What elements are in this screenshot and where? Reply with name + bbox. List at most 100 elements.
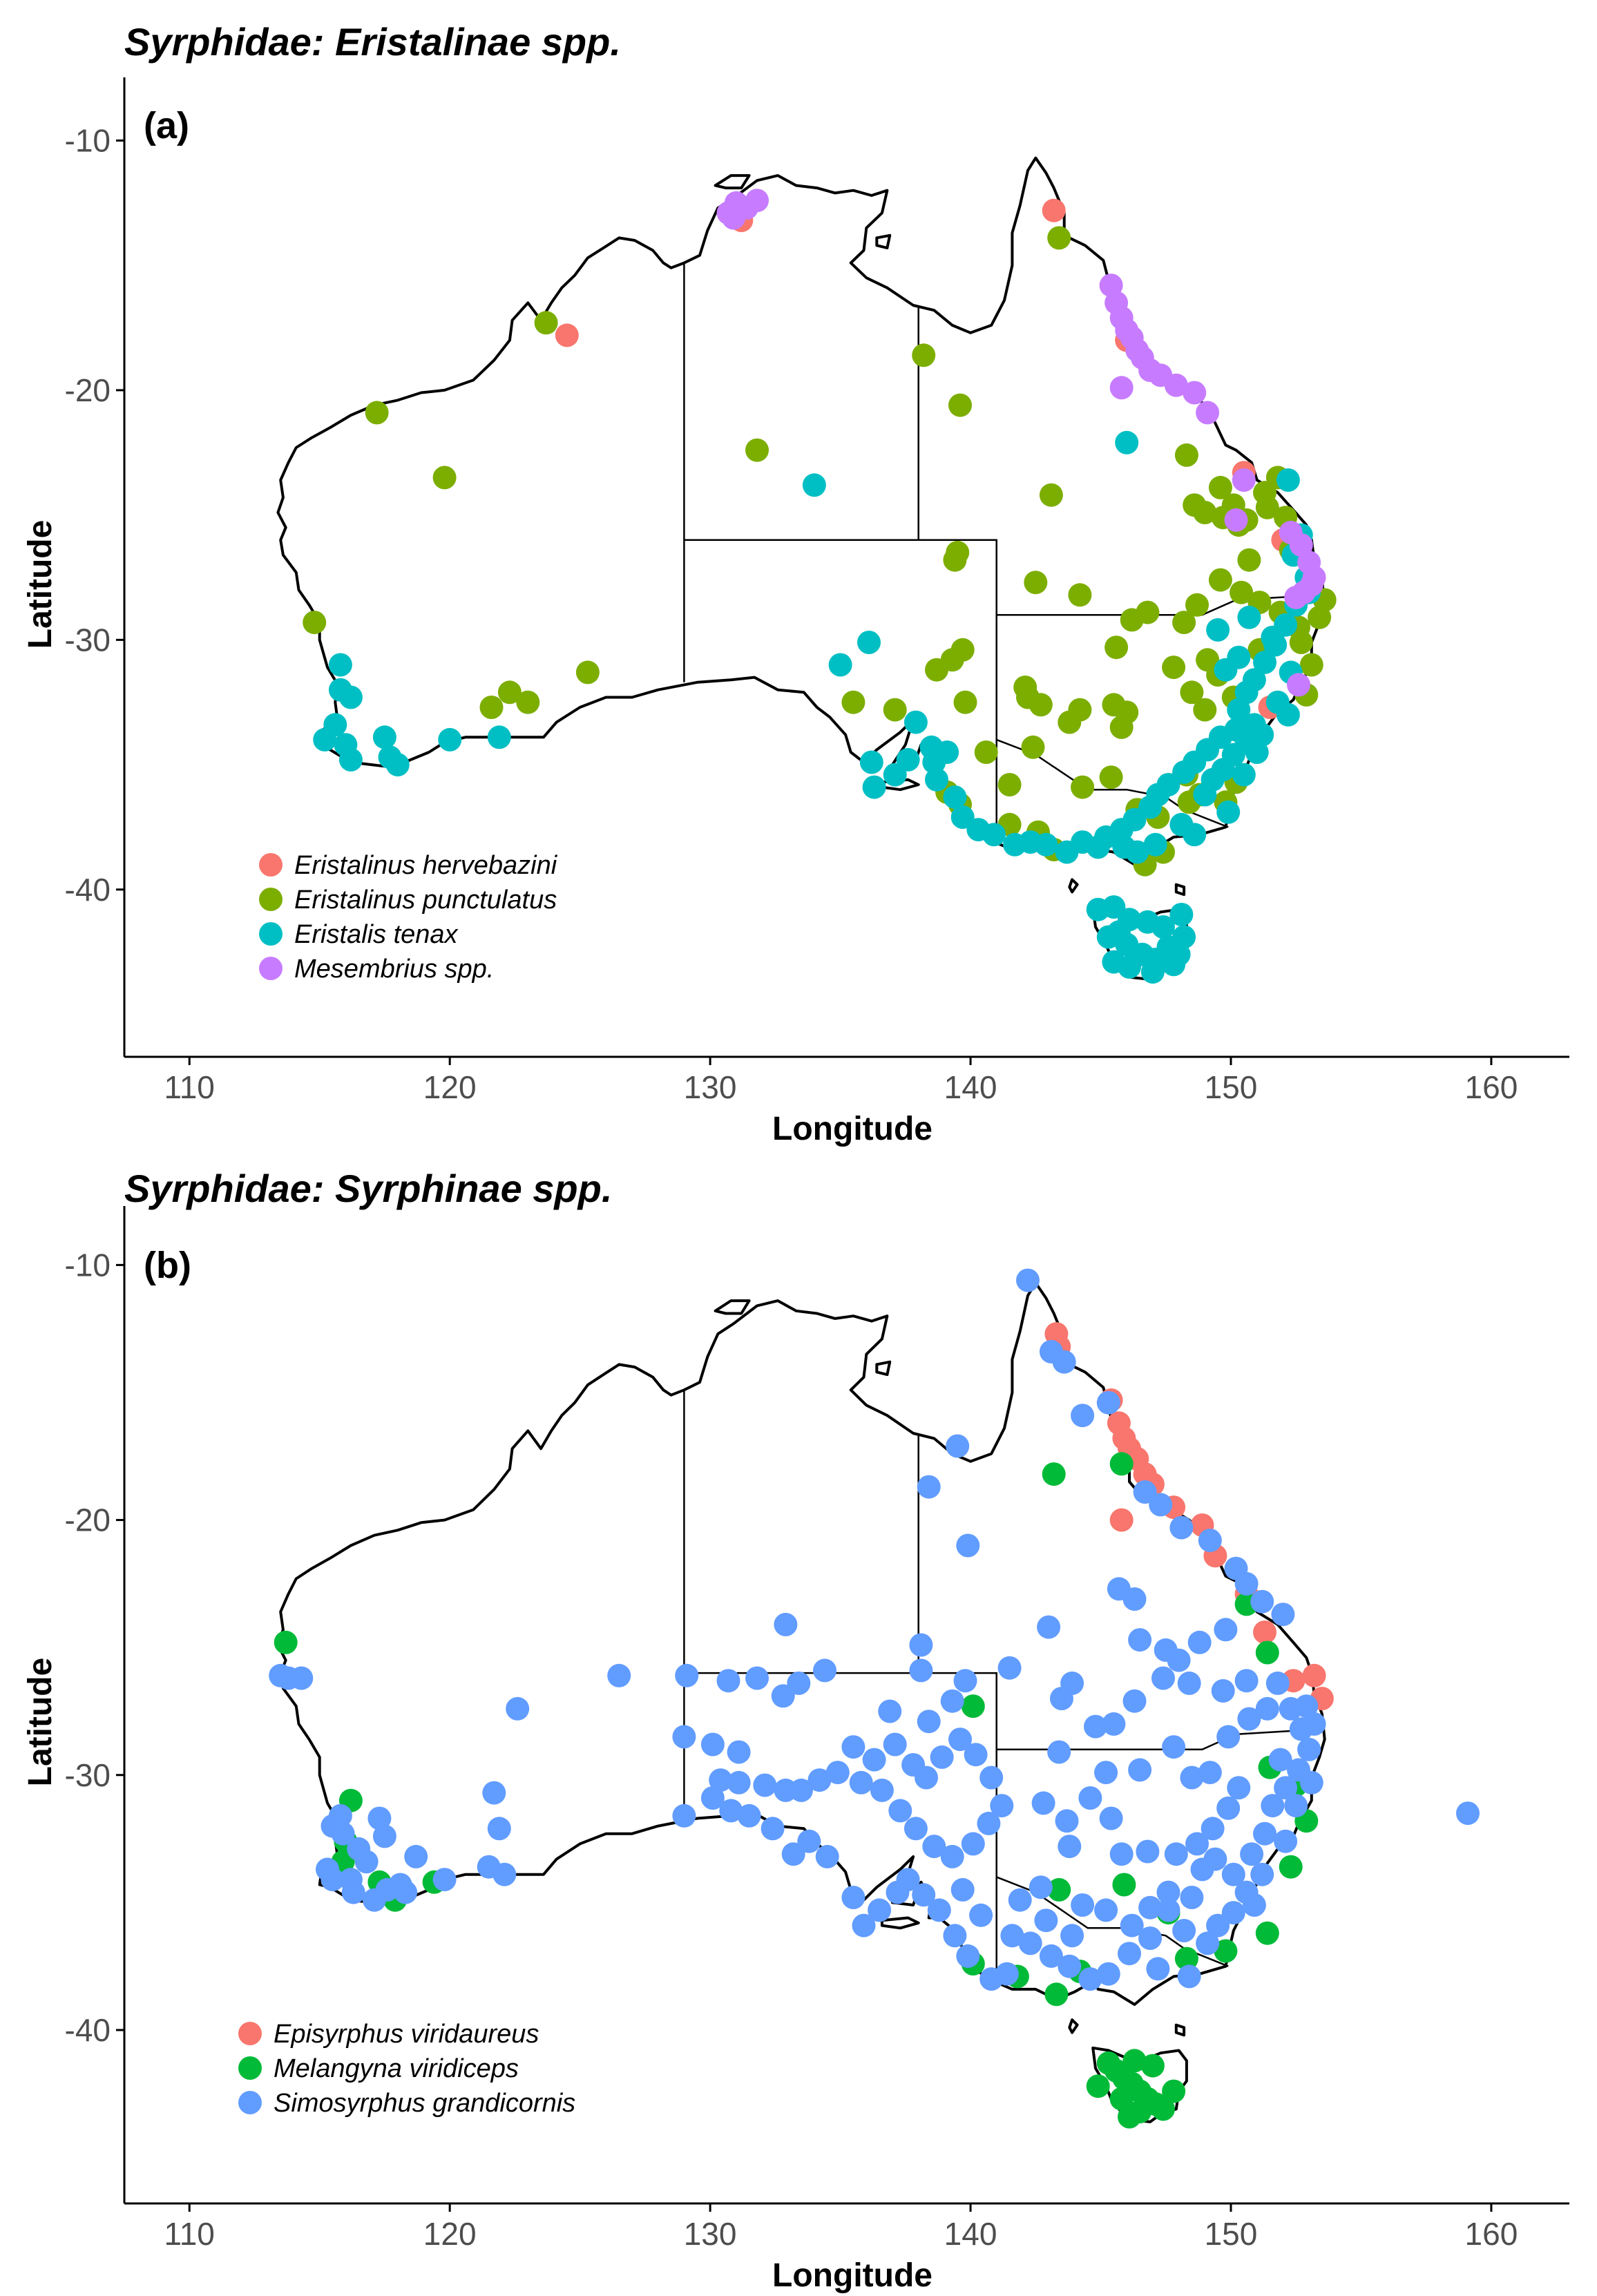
data-point (1276, 468, 1300, 492)
data-point (1115, 700, 1139, 725)
data-point (1112, 1873, 1136, 1897)
data-point (925, 767, 948, 792)
data-point (1234, 1571, 1259, 1596)
data-point (1177, 1964, 1201, 1989)
data-point (700, 1786, 725, 1810)
data-point (1068, 583, 1092, 607)
y-tick-label: -30 (65, 1757, 111, 1793)
data-point (1018, 1931, 1042, 1955)
data-point (813, 1658, 836, 1683)
data-point (1058, 1954, 1082, 1978)
data-point (338, 685, 363, 709)
data-point (1128, 1628, 1152, 1652)
data-point (341, 1880, 365, 1904)
data-point (1289, 533, 1313, 557)
data-point (927, 1898, 951, 1922)
data-point (1196, 1931, 1220, 1955)
data-point (781, 1842, 805, 1866)
data-point (1265, 1671, 1290, 1695)
data-point (903, 1817, 928, 1841)
data-point (841, 690, 866, 714)
data-point (1232, 468, 1256, 492)
data-point (828, 653, 852, 677)
data-point (1193, 783, 1217, 807)
data-point (1096, 1390, 1120, 1415)
x-tick-label: 160 (1465, 1069, 1518, 1105)
data-point (1232, 763, 1256, 787)
data-point (1299, 653, 1323, 677)
state-border (918, 539, 997, 843)
panel-b-map: 110 120 130 140 150 160 -10 -20 -30 -40 Longitude L… (22, 1206, 1569, 2294)
data-point (1234, 1669, 1259, 1693)
data-point (1227, 698, 1251, 722)
data-point (859, 750, 883, 774)
data-point (1174, 1946, 1198, 1971)
series-simosyrphus-grandicornis (269, 1268, 1480, 1991)
data-point (964, 1743, 988, 1767)
data-point (1185, 593, 1209, 617)
data-point (1102, 1712, 1126, 1736)
data-point (1250, 1589, 1274, 1614)
data-point (1109, 1508, 1134, 1532)
x-tick-label: 120 (423, 2216, 477, 2252)
data-point (1279, 1855, 1303, 1879)
y-axis-title: Latitude (22, 520, 59, 649)
data-point (1208, 568, 1232, 592)
data-point (862, 1748, 886, 1772)
y-tick-label: -40 (65, 2012, 111, 2048)
data-point (303, 611, 327, 635)
x-tick-label: 130 (684, 1069, 737, 1105)
x-tick-label: 140 (944, 2216, 997, 2252)
data-point (1016, 1268, 1040, 1292)
y-tick-label: -20 (65, 1502, 111, 1538)
data-point (675, 1663, 699, 1687)
data-point (1214, 1618, 1238, 1642)
data-point (1180, 680, 1204, 705)
data-point (1154, 1638, 1178, 1662)
data-point (432, 1868, 457, 1892)
data-point (1140, 2054, 1165, 2078)
data-point (607, 1663, 631, 1687)
series-episyrphus-viridaureus (1044, 1322, 1334, 1710)
data-point (1234, 680, 1259, 705)
x-tick-label: 130 (684, 2216, 737, 2252)
data-point (1227, 645, 1251, 669)
data-point (365, 401, 389, 425)
data-point (1164, 373, 1188, 397)
data-point (797, 1829, 821, 1853)
data-point (1198, 1761, 1222, 1785)
data-point (1136, 1839, 1160, 1864)
legend-key (259, 888, 283, 911)
data-point (903, 710, 928, 734)
data-point (841, 1735, 866, 1759)
data-point (1167, 942, 1191, 966)
data-point (1242, 1893, 1266, 1917)
data-point (493, 1862, 517, 1886)
data-point (948, 393, 972, 417)
data-point (979, 1967, 1004, 1991)
data-point (1255, 1696, 1279, 1721)
data-point (328, 1804, 352, 1828)
data-point (966, 818, 991, 842)
data-point (1183, 381, 1207, 405)
data-point (1138, 795, 1163, 819)
panel-a-title: Syrphidae: Eristalinae spp. (124, 20, 621, 64)
x-tick-label: 110 (164, 2216, 215, 2252)
data-point (1230, 580, 1254, 604)
panel-tag: (a) (144, 105, 189, 146)
data-point (1029, 693, 1053, 717)
data-point (1245, 740, 1269, 764)
data-point (1151, 915, 1175, 939)
x-tick-label: 110 (164, 1069, 215, 1105)
data-point (1284, 585, 1308, 609)
data-point (1031, 1791, 1055, 1815)
panel-a-map: 110 120 130 140 150 160 -10 -20 -30 -40 Longitude L… (22, 77, 1569, 1147)
data-point (802, 473, 826, 497)
data-point (745, 189, 769, 213)
y-tick-label: -10 (65, 1247, 111, 1283)
x-tick-label: 150 (1205, 1069, 1258, 1105)
data-point (338, 747, 363, 772)
data-point (1221, 1862, 1245, 1886)
data-point (1050, 1687, 1073, 1710)
legend-key (259, 922, 283, 946)
